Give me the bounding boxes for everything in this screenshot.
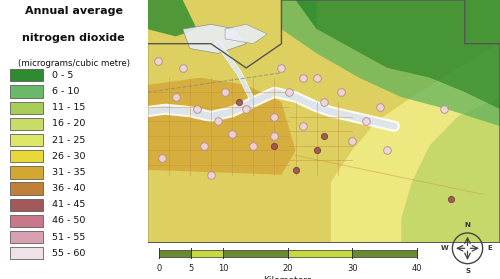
- Bar: [10, 182, 43, 195]
- Bar: [10, 150, 43, 162]
- Text: E: E: [488, 245, 492, 251]
- Text: N: N: [464, 222, 470, 228]
- Text: 51 - 55: 51 - 55: [52, 233, 85, 242]
- Text: 26 - 30: 26 - 30: [52, 152, 85, 161]
- Bar: [10, 247, 43, 259]
- Text: 36 - 40: 36 - 40: [52, 184, 85, 193]
- Polygon shape: [225, 24, 268, 44]
- Polygon shape: [331, 44, 500, 243]
- Bar: [10, 199, 43, 211]
- Text: 40: 40: [412, 264, 422, 273]
- Text: 55 - 60: 55 - 60: [52, 249, 85, 258]
- Text: 5: 5: [188, 264, 194, 273]
- Bar: [224, 250, 288, 257]
- Bar: [10, 134, 43, 146]
- Text: 46 - 50: 46 - 50: [52, 217, 85, 225]
- Text: 6 - 10: 6 - 10: [52, 87, 79, 96]
- Text: 41 - 45: 41 - 45: [52, 200, 85, 209]
- Bar: [10, 231, 43, 243]
- Bar: [10, 118, 43, 130]
- Bar: [10, 69, 43, 81]
- Text: 30: 30: [347, 264, 358, 273]
- Text: 0: 0: [156, 264, 162, 273]
- Bar: [288, 250, 352, 257]
- Bar: [10, 85, 43, 98]
- Text: 20: 20: [282, 264, 293, 273]
- Text: Kilometers: Kilometers: [264, 276, 312, 279]
- Text: 16 - 20: 16 - 20: [52, 119, 85, 128]
- Text: W: W: [441, 245, 448, 251]
- Text: 10: 10: [218, 264, 228, 273]
- Polygon shape: [282, 0, 500, 126]
- Text: 21 - 25: 21 - 25: [52, 136, 85, 145]
- Polygon shape: [148, 78, 296, 175]
- Bar: [191, 250, 224, 257]
- Polygon shape: [183, 24, 246, 53]
- Text: 0 - 5: 0 - 5: [52, 71, 73, 80]
- Polygon shape: [402, 97, 500, 243]
- Bar: [352, 250, 416, 257]
- Text: Annual average: Annual average: [25, 6, 123, 16]
- Bar: [10, 166, 43, 179]
- Text: S: S: [465, 268, 470, 274]
- Bar: [10, 102, 43, 114]
- Text: (micrograms/cubic metre): (micrograms/cubic metre): [18, 59, 130, 68]
- Text: 11 - 15: 11 - 15: [52, 103, 85, 112]
- Text: 31 - 35: 31 - 35: [52, 168, 85, 177]
- Text: nitrogen dioxide: nitrogen dioxide: [22, 33, 125, 44]
- Polygon shape: [296, 0, 500, 109]
- Polygon shape: [148, 0, 197, 37]
- Bar: [10, 215, 43, 227]
- Bar: [159, 250, 191, 257]
